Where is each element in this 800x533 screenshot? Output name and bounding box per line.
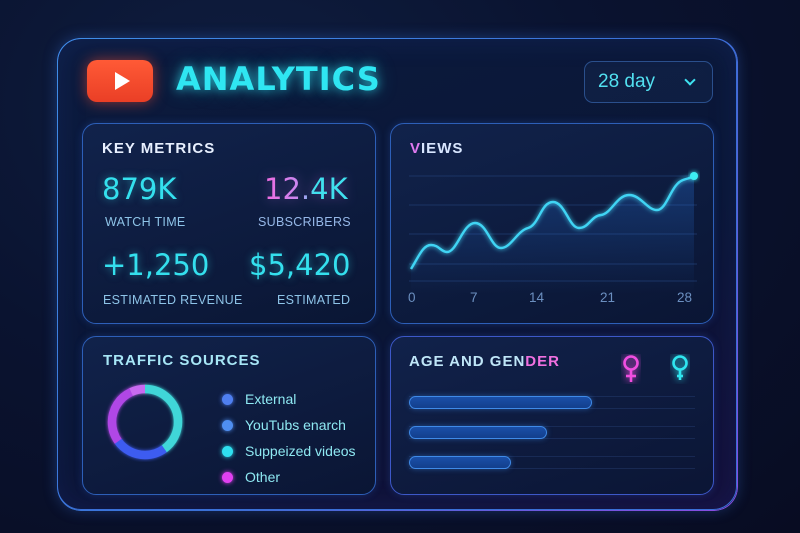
traffic-legend: External YouTubs enarch Suppeized videos…: [222, 386, 356, 490]
watch-time-value: 879K: [102, 172, 177, 206]
age-gender-title-a: AGE AND GEN: [409, 353, 526, 370]
views-endpoint[interactable]: [690, 172, 698, 180]
legend-label: Other: [245, 469, 281, 485]
views-title: VIEWS: [410, 140, 463, 157]
age-gender-title: AGE AND GENDER: [409, 353, 560, 370]
bar-track: [409, 456, 695, 469]
traffic-sources-title: TRAFFIC SOURCES: [103, 352, 261, 369]
estimated-revenue-label: ESTIMATED REVENUE: [103, 293, 243, 307]
estimated-revenue-value: +1,250: [102, 248, 210, 282]
date-range-value: 28 day: [598, 71, 656, 92]
bar-track: [409, 426, 695, 439]
age-bar-3[interactable]: [409, 456, 511, 469]
female-symbol-icon[interactable]: [621, 354, 641, 384]
x-tick: 7: [470, 290, 478, 305]
traffic-donut-chart[interactable]: [105, 382, 185, 462]
x-tick: 0: [408, 290, 416, 305]
page-title: ANALYTICS: [176, 60, 381, 98]
age-bar-1[interactable]: [409, 396, 592, 409]
x-tick: 14: [529, 290, 545, 305]
legend-label: External: [245, 391, 297, 407]
age-gender-card: AGE AND GENDER: [390, 336, 714, 495]
views-line-chart[interactable]: [391, 124, 715, 325]
estimated-label: ESTIMATED: [277, 293, 351, 307]
traffic-sources-card: TRAFFIC SOURCES External: [82, 336, 376, 495]
youtube-logo[interactable]: [87, 60, 153, 102]
views-line: [409, 174, 695, 270]
key-metrics-title: KEY METRICS: [102, 140, 216, 157]
views-area: [411, 176, 694, 294]
subscribers-value: 12.4K: [264, 172, 348, 206]
donut-segment-search[interactable]: [107, 384, 183, 460]
key-metrics-card: KEY METRICS 879K WATCH TIME 12.4K SUBSCR…: [82, 123, 376, 324]
legend-label: YouTubs enarch: [245, 417, 346, 433]
legend-dot-icon: [222, 419, 233, 431]
views-title-initial: V: [410, 140, 422, 157]
legend-label: Suppeized videos: [245, 443, 356, 459]
x-tick: 21: [600, 290, 616, 305]
legend-item-youtube-search[interactable]: YouTubs enarch: [222, 412, 356, 438]
female-symbol-icon[interactable]: [670, 354, 690, 384]
legend-dot-icon: [222, 471, 233, 483]
donut-segment-external[interactable]: [107, 384, 183, 460]
age-gender-title-b: DER: [525, 353, 560, 370]
age-bar-2[interactable]: [409, 426, 547, 439]
chevron-down-icon: [684, 74, 696, 86]
date-range-dropdown[interactable]: 28 day: [584, 61, 713, 103]
legend-item-suggested-videos[interactable]: Suppeized videos: [222, 438, 356, 464]
play-icon: [114, 72, 130, 90]
legend-item-external[interactable]: External: [222, 386, 356, 412]
x-tick: 28: [677, 290, 693, 305]
estimated-value: $5,420: [249, 248, 351, 282]
legend-dot-icon: [222, 393, 233, 405]
donut-segment-other[interactable]: [107, 384, 183, 460]
legend-dot-icon: [222, 445, 233, 457]
legend-item-other[interactable]: Other: [222, 464, 356, 490]
views-card: VIEWS 0: [390, 123, 714, 324]
views-title-rest: IEWS: [421, 140, 464, 157]
subscribers-label: SUBSCRIBERS: [258, 215, 351, 229]
watch-time-label: WATCH TIME: [105, 215, 186, 229]
